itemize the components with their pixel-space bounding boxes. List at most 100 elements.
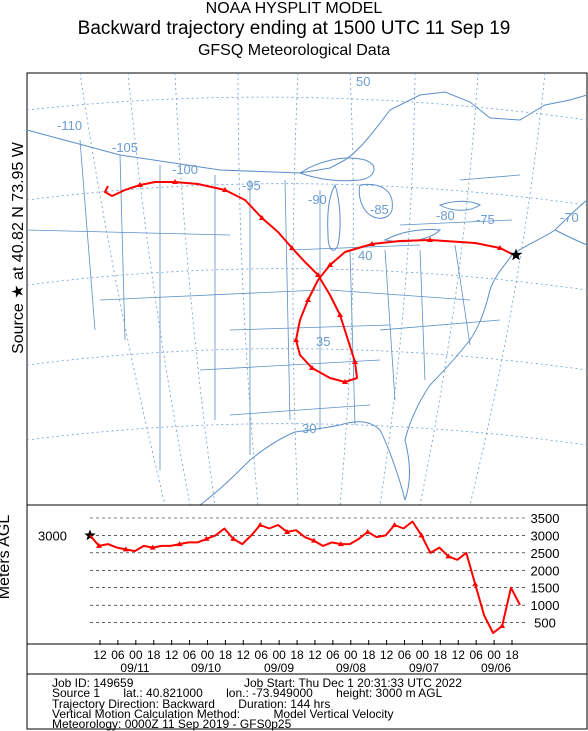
meridian [79,72,166,506]
hour-label: 18 [505,648,519,662]
trajectory-marker [369,241,375,246]
height-tick-label: 3000 [531,528,560,543]
source-info: Source 1 lat.: 40.821000 lon.: -73.94900… [52,686,443,700]
height-marker [499,623,506,629]
date-label: 09/11 [120,661,149,675]
state-boundary [229,324,391,331]
state-boundary [419,249,426,381]
profile-panel [26,504,588,645]
profile-source-star-icon [84,529,96,541]
hour-label: 06 [398,648,412,662]
height-marker [176,541,183,547]
meridian [174,72,216,506]
longitude-label: -80 [436,208,455,223]
boundary-line [199,421,406,506]
job-id: Job ID: 149659 [52,676,134,690]
state-boundary [459,174,521,181]
longitude-label: -85 [370,202,389,217]
height-marker [230,535,237,541]
height-marker [149,544,156,550]
hour-label: 12 [452,648,466,662]
hour-label: 06 [183,648,197,662]
latitude-label: 50 [356,74,370,89]
state-boundary [99,289,321,301]
trajectory-marker [337,312,343,317]
height-marker [418,532,425,538]
height-marker [203,535,210,541]
boundary-line [298,157,375,182]
info-box [26,673,588,730]
parallel [26,348,588,371]
boundary-line [554,229,588,246]
hour-label: 00 [272,648,286,662]
state-boundary [349,249,356,426]
latitude-label: 35 [316,334,330,349]
state-boundary [79,139,96,331]
date-label: 09/08 [336,661,366,675]
trajectory-marker [172,179,178,184]
trajectory-marker [222,187,228,192]
hour-label: 12 [380,648,394,662]
height-marker [310,537,317,543]
parallel [26,268,588,291]
state-boundary [199,359,381,371]
trajectory-marker [327,262,333,267]
hour-label: 18 [290,648,304,662]
meridian [292,72,299,506]
height-tick-label: 500 [534,616,556,631]
state-boundary [229,404,371,416]
state-boundary [284,179,291,421]
height-marker [472,581,479,587]
trajectory-marker [497,245,503,250]
state-boundary [119,154,126,341]
longitude-label: -110 [57,118,82,133]
trajectory-marker [352,359,358,364]
hour-label: 18 [147,648,161,662]
hour-label: 12 [93,648,107,662]
map-graticule: -110 -105 -100 -95 -90 -85 -80 -75 -70 50 40 35 30 [26,72,588,506]
meridian [237,72,259,506]
boundary-line [344,104,401,161]
hour-label: 00 [487,648,501,662]
map-panel [26,72,588,506]
height-tick-label: 2500 [531,546,560,561]
time-axis: 12 06 00 18 12 06 00 18 12 06 00 18 12 06 00 18 12 06 00 18… [93,640,519,675]
longitude-label: -95 [242,178,261,193]
trajectory-marker [289,245,295,250]
state-boundary [379,319,501,331]
boundary-line [404,254,513,501]
height-profile: 3500 3000 2500 2000 1500 1000 500 3000 [38,511,560,634]
date-label: 09/10 [191,661,221,675]
trajectory-path [104,181,517,383]
hour-label: 00 [344,648,358,662]
direction-info: Trajectory Direction: Backward Duration:… [52,697,331,711]
parallel [26,96,588,121]
vertical-motion-info: Vertical Motion Calculation Method: Mode… [52,707,394,721]
parallel [26,423,588,446]
hour-label: 12 [165,648,179,662]
boundary-line [358,183,393,219]
hour-label: 06 [469,648,483,662]
longitude-label: -90 [308,192,327,207]
hour-label: 12 [237,648,251,662]
model-title: NOAA HYSPLIT MODEL [205,0,383,17]
height-tick-label: 1000 [531,598,560,613]
source-height-label: 3000 [38,528,67,543]
hour-label: 00 [416,648,430,662]
hour-label: 06 [111,648,125,662]
trajectory-marker [305,297,311,302]
trajectory-marker [315,272,321,277]
state-boundary [399,219,513,226]
hour-label: 00 [201,648,215,662]
longitude-label: -105 [112,140,138,155]
boundary-line [327,183,341,251]
meridian [339,72,354,506]
state-boundary [329,289,471,301]
source-star-icon [509,248,523,261]
job-start: Job Start: Thu Dec 1 20:31:33 UTC 2022 [244,676,462,690]
trajectory-title: Backward trajectory ending at 1500 UTC 1… [77,18,511,39]
height-marker [337,541,344,547]
boundary-line [26,129,346,174]
hour-label: 06 [255,648,269,662]
